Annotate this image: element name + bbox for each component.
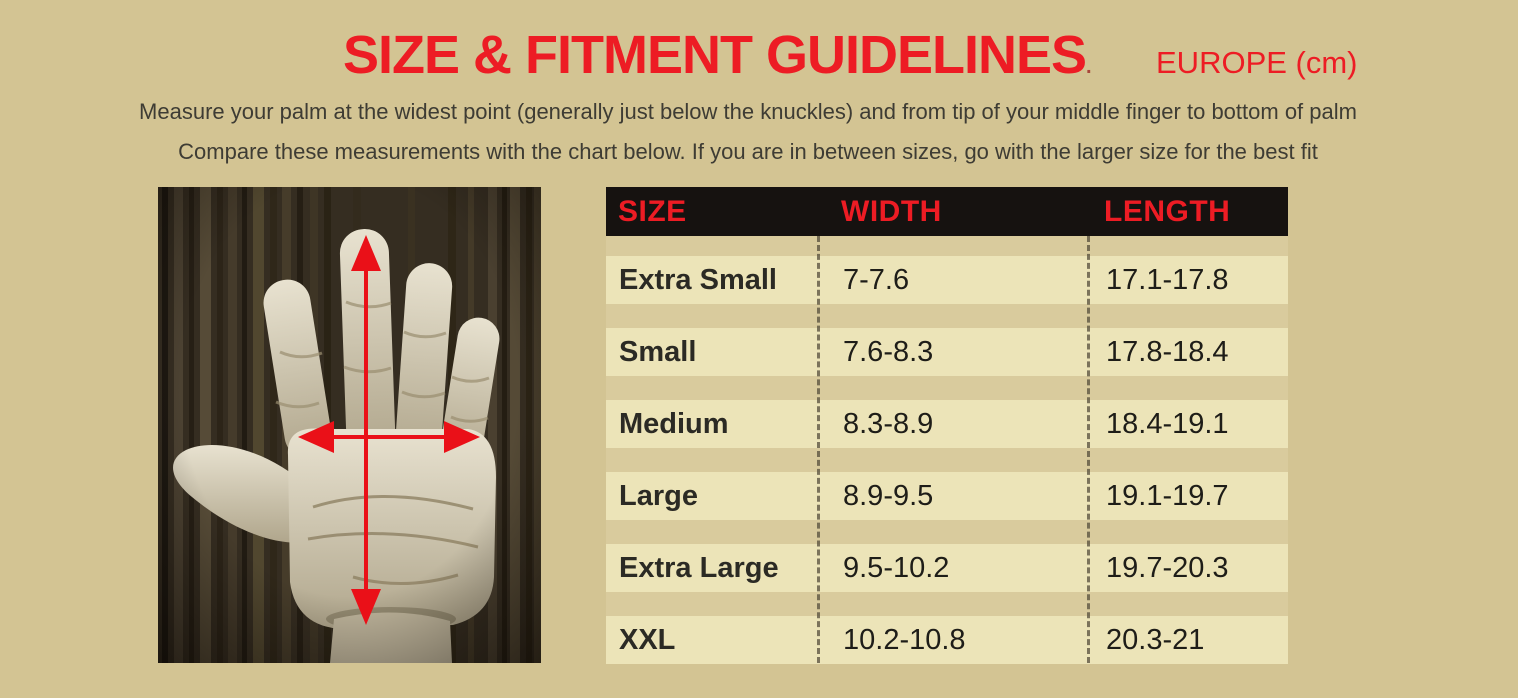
length-cell: 20.3-21 [1106,624,1205,656]
size-cell: Extra Small [619,264,777,296]
length-cell: 19.1-19.7 [1106,480,1229,512]
size-cell: Small [619,336,697,368]
length-cell: 18.4-19.1 [1106,408,1229,440]
size-chart-table: SIZE WIDTH LENGTH Extra Small 7-7.6 17.1… [606,187,1288,664]
column-divider-1 [817,236,820,663]
column-header-width: WIDTH [841,195,942,228]
length-arrow-icon [351,235,381,625]
measurement-instructions: Measure your palm at the widest point (g… [0,92,1496,172]
length-cell: 17.8-18.4 [1106,336,1229,368]
table-row: XXL 10.2-10.8 20.3-21 [606,616,1288,664]
size-cell: Large [619,480,698,512]
table-header-row: SIZE WIDTH LENGTH [606,187,1288,236]
length-cell: 17.1-17.8 [1106,264,1229,296]
width-cell: 9.5-10.2 [843,552,950,584]
table-row: Medium 8.3-8.9 18.4-19.1 [606,400,1288,448]
size-cell: XXL [619,624,676,656]
width-arrow-icon [298,421,480,453]
column-header-length: LENGTH [1104,195,1231,228]
column-header-size: SIZE [618,195,687,228]
title-period: . [1086,56,1091,78]
table-row: Extra Large 9.5-10.2 19.7-20.3 [606,544,1288,592]
page-title-text: SIZE & FITMENT GUIDELINES [343,25,1087,85]
table-body: Extra Small 7-7.6 17.1-17.8 Small 7.6-8.… [606,236,1288,664]
width-cell: 7.6-8.3 [843,336,934,368]
size-cell: Extra Large [619,552,779,584]
width-cell: 8.3-8.9 [843,408,934,440]
length-cell: 19.7-20.3 [1106,552,1229,584]
region-units-label: EUROPE (cm) [1156,45,1358,80]
size-cell: Medium [619,408,729,440]
column-divider-2 [1087,236,1090,663]
width-cell: 8.9-9.5 [843,480,934,512]
width-cell: 7-7.6 [843,264,910,296]
table-row: Large 8.9-9.5 19.1-19.7 [606,472,1288,520]
page-title: SIZE & FITMENT GUIDELINES. [343,24,1092,86]
vignette-overlay [158,187,541,663]
table-row: Small 7.6-8.3 17.8-18.4 [606,328,1288,376]
instruction-line-2: Compare these measurements with the char… [178,139,1318,164]
hand-photo-svg [158,187,541,663]
instruction-line-1: Measure your palm at the widest point (g… [139,99,1357,124]
table-row: Extra Small 7-7.6 17.1-17.8 [606,256,1288,304]
palm-measurement-photo [158,187,541,663]
width-cell: 10.2-10.8 [843,624,966,656]
